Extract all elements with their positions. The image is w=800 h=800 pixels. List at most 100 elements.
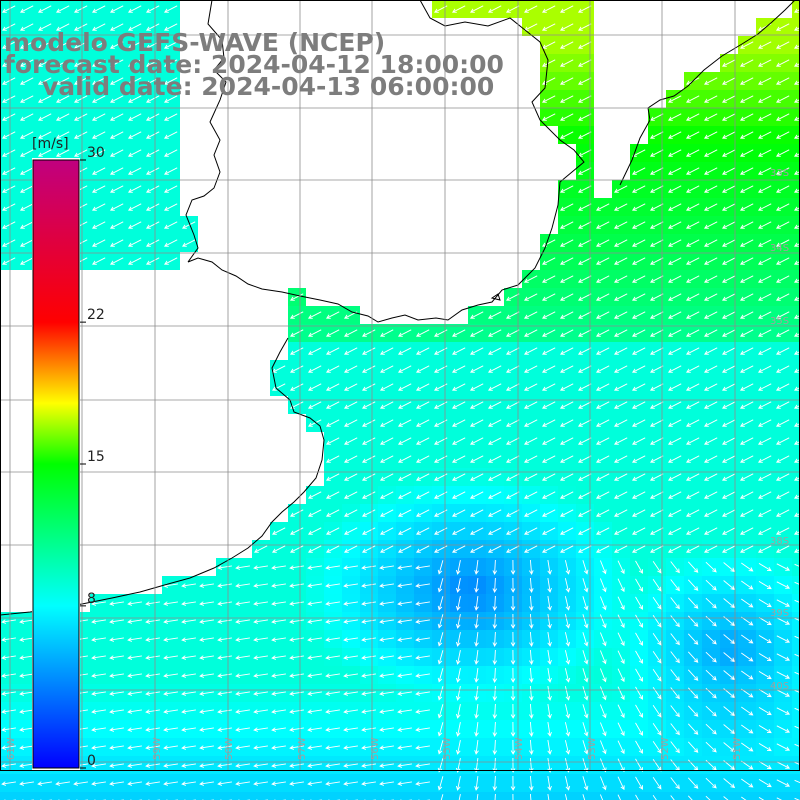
latitude-label: 33S [770,168,789,179]
wind-arrow [547,776,552,791]
wind-arrow [757,347,772,355]
wind-arrow [127,203,142,211]
wind-arrow [505,437,520,445]
wind-arrow [739,509,754,517]
wind-arrow [19,149,34,157]
wind-arrow [739,383,754,391]
wind-arrow [253,709,268,714]
wind-arrow [217,727,232,732]
wind-arrow [127,23,142,31]
wind-arrow [582,596,589,611]
wind-arrow [564,632,571,647]
wind-arrow [577,365,592,373]
wind-arrow [523,545,538,553]
wind-arrow [307,527,322,535]
wind-arrow [289,781,304,786]
wind-arrow [181,763,196,768]
wind-arrow [474,650,479,665]
wind-arrow [455,596,461,611]
wind-arrow [325,781,340,786]
wind-arrow [776,707,791,715]
wind-arrow [613,383,628,391]
wind-arrow [91,113,106,121]
wind-arrow [469,473,484,481]
wind-arrow [379,527,394,535]
wind-arrow [667,311,682,319]
wind-arrow [559,311,574,319]
wind-arrow [758,761,772,770]
wind-arrow [163,727,178,732]
wind-speed-cell [18,792,36,800]
wind-arrow [235,583,250,588]
wind-arrow [199,727,214,732]
latitude-label: 35S [770,316,789,327]
wind-speed-cell [792,720,800,738]
wind-arrow [379,655,394,660]
wind-arrow [451,491,466,499]
wind-arrow [379,419,394,427]
wind-arrow [451,473,466,481]
wind-arrow [37,149,52,157]
wind-arrow [235,565,250,570]
wind-arrow [652,740,662,754]
wind-arrow [631,311,646,319]
wind-arrow [667,347,682,355]
wind-arrow [1,5,16,13]
wind-arrow [599,632,607,647]
wind-speed-cell [792,684,800,702]
wind-arrow [793,224,800,229]
wind-arrow [741,580,754,590]
wind-arrow [595,473,610,481]
wind-arrow [685,239,700,247]
wind-arrow [415,401,430,409]
wind-arrow [775,545,790,553]
wind-arrow [564,596,571,611]
wind-arrow [415,727,430,732]
wind-arrow [415,781,430,786]
wind-arrow [73,5,88,13]
wind-arrow [793,530,800,535]
wind-arrow [739,527,754,535]
wind-arrow [437,704,444,719]
wind-arrow [758,743,772,752]
wind-arrow [397,383,412,391]
wind-arrow [685,401,700,409]
wind-arrow [307,347,322,355]
wind-speed-cell [792,522,800,540]
wind-arrow [529,739,534,755]
wind-arrow [541,59,556,67]
wind-arrow [217,637,232,642]
wind-arrow [109,41,124,49]
wind-arrow [685,437,700,445]
wind-arrow [235,673,250,678]
wind-arrow [487,491,502,499]
wind-arrow [397,727,412,732]
wind-arrow [127,709,142,714]
wind-arrow [793,116,800,121]
wind-arrow [723,652,736,663]
wind-arrow [181,239,196,247]
wind-arrow [455,740,461,755]
wind-speed-cell [792,252,800,270]
wind-arrow [739,203,754,211]
wind-arrow [793,458,800,463]
wind-arrow [635,758,643,772]
wind-speed-cell [720,792,738,800]
wind-arrow [757,437,772,445]
wind-arrow [595,491,610,499]
wind-arrow [577,473,592,481]
wind-arrow [505,383,520,391]
wind-arrow [145,149,160,157]
wind-arrow [235,763,250,768]
wind-arrow [109,239,124,247]
wind-speed-cell [54,792,72,800]
wind-arrow [253,655,268,660]
wind-arrow [631,365,646,373]
wind-arrow [271,545,286,553]
wind-arrow [505,329,520,337]
wind-arrow [271,655,286,660]
wind-arrow [757,491,772,499]
wind-arrow [510,577,516,593]
wind-arrow [617,614,625,629]
wind-arrow [758,581,772,590]
